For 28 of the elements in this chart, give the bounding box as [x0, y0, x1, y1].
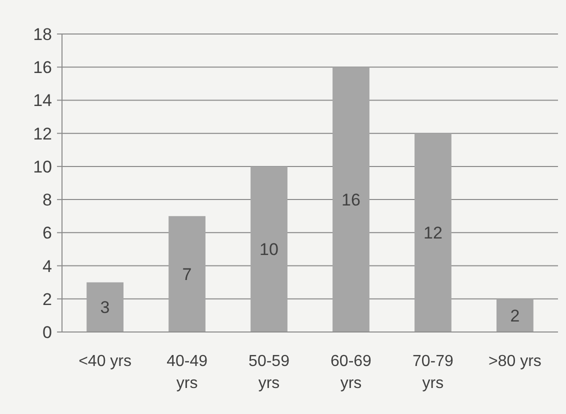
- data-label: 16: [342, 190, 360, 210]
- x-tick-label: 60-69 yrs: [330, 353, 372, 392]
- y-tick-label: 12: [33, 124, 52, 144]
- y-tick-label: 2: [42, 290, 52, 309]
- data-label: 12: [424, 224, 442, 243]
- x-tick-label: 70-79 yrs: [412, 353, 454, 392]
- data-label: 3: [100, 298, 110, 318]
- data-label: 7: [182, 265, 192, 284]
- x-tick-label: 50-59 yrs: [248, 353, 290, 392]
- bar: [414, 133, 452, 332]
- y-tick-label: 14: [33, 91, 52, 110]
- bar: [250, 166, 288, 332]
- y-tick-label: 18: [33, 25, 52, 44]
- x-tick-label: >80 yrs: [488, 353, 542, 370]
- x-tick-label: 40-49 yrs: [166, 353, 208, 392]
- bar: [496, 298, 534, 332]
- bar: [332, 67, 370, 332]
- y-tick-label: 4: [42, 256, 52, 276]
- bar: [168, 216, 206, 332]
- y-tick-label: 16: [33, 58, 52, 78]
- data-label: 2: [510, 306, 520, 326]
- y-tick-label: 8: [42, 190, 52, 210]
- y-tick-label: 6: [42, 224, 52, 243]
- y-tick-label: 0: [42, 323, 52, 342]
- y-tick-label: 10: [33, 157, 52, 176]
- data-label: 10: [260, 240, 278, 260]
- x-tick-label: <40 yrs: [78, 353, 132, 370]
- bar: [86, 282, 124, 332]
